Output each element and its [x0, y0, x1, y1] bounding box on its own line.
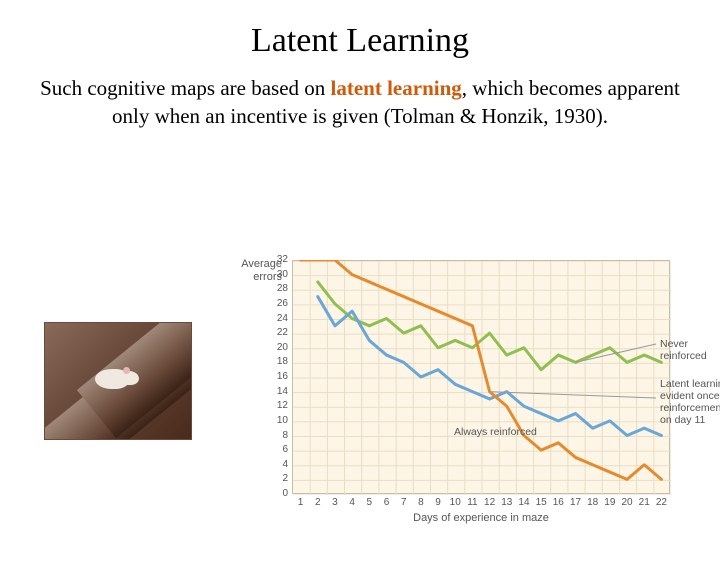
x-tick: 7: [396, 497, 412, 508]
latent-learning-chart: Average errors 0246810121416182022242628…: [230, 252, 710, 542]
y-tick: 16: [272, 371, 288, 382]
page-title: Latent Learning: [0, 22, 720, 60]
x-tick: 9: [430, 497, 446, 508]
maze-photo-image: [44, 322, 192, 440]
x-tick: 14: [516, 497, 532, 508]
subtitle-highlight: latent learning: [331, 76, 462, 100]
x-tick: 19: [602, 497, 618, 508]
subtitle-pre: Such cognitive maps are based on: [40, 76, 330, 100]
x-tick: 17: [568, 497, 584, 508]
x-tick: 16: [550, 497, 566, 508]
x-tick: 2: [310, 497, 326, 508]
y-tick: 18: [272, 356, 288, 367]
y-tick: 12: [272, 400, 288, 411]
x-tick: 3: [327, 497, 343, 508]
x-tick: 22: [653, 497, 669, 508]
x-tick: 21: [636, 497, 652, 508]
y-tick: 20: [272, 342, 288, 353]
x-tick: 13: [499, 497, 515, 508]
y-tick: 30: [272, 269, 288, 280]
x-axis-label: Days of experience in maze: [401, 512, 561, 524]
y-tick: 2: [272, 473, 288, 484]
subtitle: Such cognitive maps are based on latent …: [40, 74, 680, 131]
chart-annotation-latent: Latent learning evident once reinforceme…: [660, 378, 720, 426]
x-tick: 12: [482, 497, 498, 508]
y-tick: 6: [272, 444, 288, 455]
x-tick: 10: [447, 497, 463, 508]
y-tick: 14: [272, 386, 288, 397]
maze-photo: [44, 322, 192, 440]
chart-annotation: Always reinforced: [454, 426, 537, 438]
x-tick: 8: [413, 497, 429, 508]
y-tick: 4: [272, 459, 288, 470]
y-tick: 26: [272, 298, 288, 309]
chart-lines: [292, 260, 670, 494]
x-tick: 1: [293, 497, 309, 508]
x-tick: 20: [619, 497, 635, 508]
chart-annotation: Never reinforced: [660, 338, 710, 362]
y-tick: 32: [272, 254, 288, 265]
x-tick: 6: [379, 497, 395, 508]
x-tick: 11: [464, 497, 480, 508]
y-tick: 0: [272, 488, 288, 499]
y-tick: 8: [272, 430, 288, 441]
y-tick: 10: [272, 415, 288, 426]
x-tick: 4: [344, 497, 360, 508]
y-tick: 24: [272, 313, 288, 324]
x-tick: 15: [533, 497, 549, 508]
x-tick: 18: [585, 497, 601, 508]
x-tick: 5: [361, 497, 377, 508]
y-tick: 22: [272, 327, 288, 338]
y-tick: 28: [272, 283, 288, 294]
